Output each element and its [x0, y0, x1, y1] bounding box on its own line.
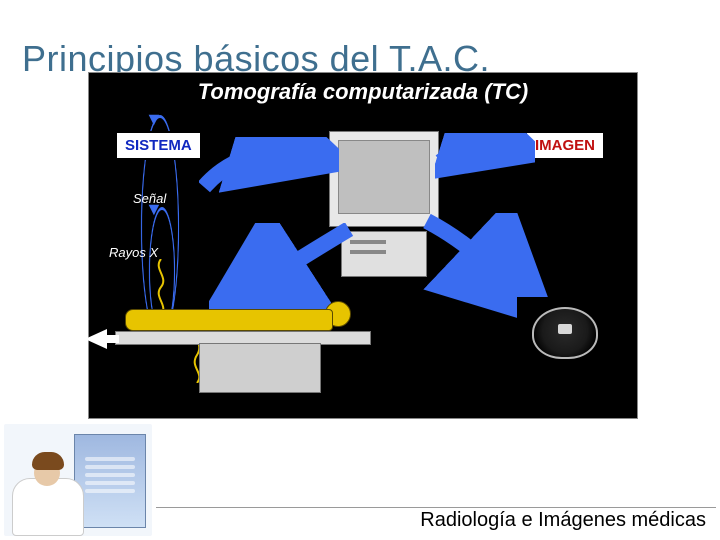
table-move-arrow-icon: [85, 329, 107, 349]
ct-mediastinum: [558, 324, 572, 334]
diagram-box: Tomografía computarizada (TC) ▼ ▼ SISTEM…: [88, 72, 638, 419]
rayosx-label: Rayos X: [109, 245, 158, 260]
imagen-label-box: IMAGEN: [525, 131, 605, 160]
xray-wave-icon: [153, 259, 169, 315]
photo-doctor: [4, 436, 90, 536]
gantry-arrow-icon: ▼: [145, 109, 163, 130]
flow-arrow-computer-to-imagen: [435, 133, 535, 183]
ct-thorax-ring: [532, 307, 598, 359]
footer-photo: [4, 424, 152, 536]
footer-text: Radiología e Imágenes médicas: [420, 509, 706, 532]
ct-scan-image: [517, 297, 613, 369]
sistema-label: SISTEMA: [125, 137, 192, 154]
diagram-title: Tomografía computarizada (TC): [89, 79, 637, 105]
computer-screen: [338, 140, 430, 214]
imagen-label: IMAGEN: [535, 137, 595, 154]
patient-body: [125, 309, 333, 331]
ct-table-base: [199, 343, 321, 393]
senal-label: Señal: [133, 191, 166, 206]
footer-divider: [156, 507, 716, 508]
slide: Principios básicos del T.A.C. Tomografía…: [0, 0, 720, 540]
sistema-label-box: SISTEMA: [115, 131, 202, 160]
flow-arrow-sistema-to-computer: [199, 137, 339, 207]
photo-ribs: [85, 453, 135, 509]
table-move-arrow-shaft: [105, 335, 119, 343]
